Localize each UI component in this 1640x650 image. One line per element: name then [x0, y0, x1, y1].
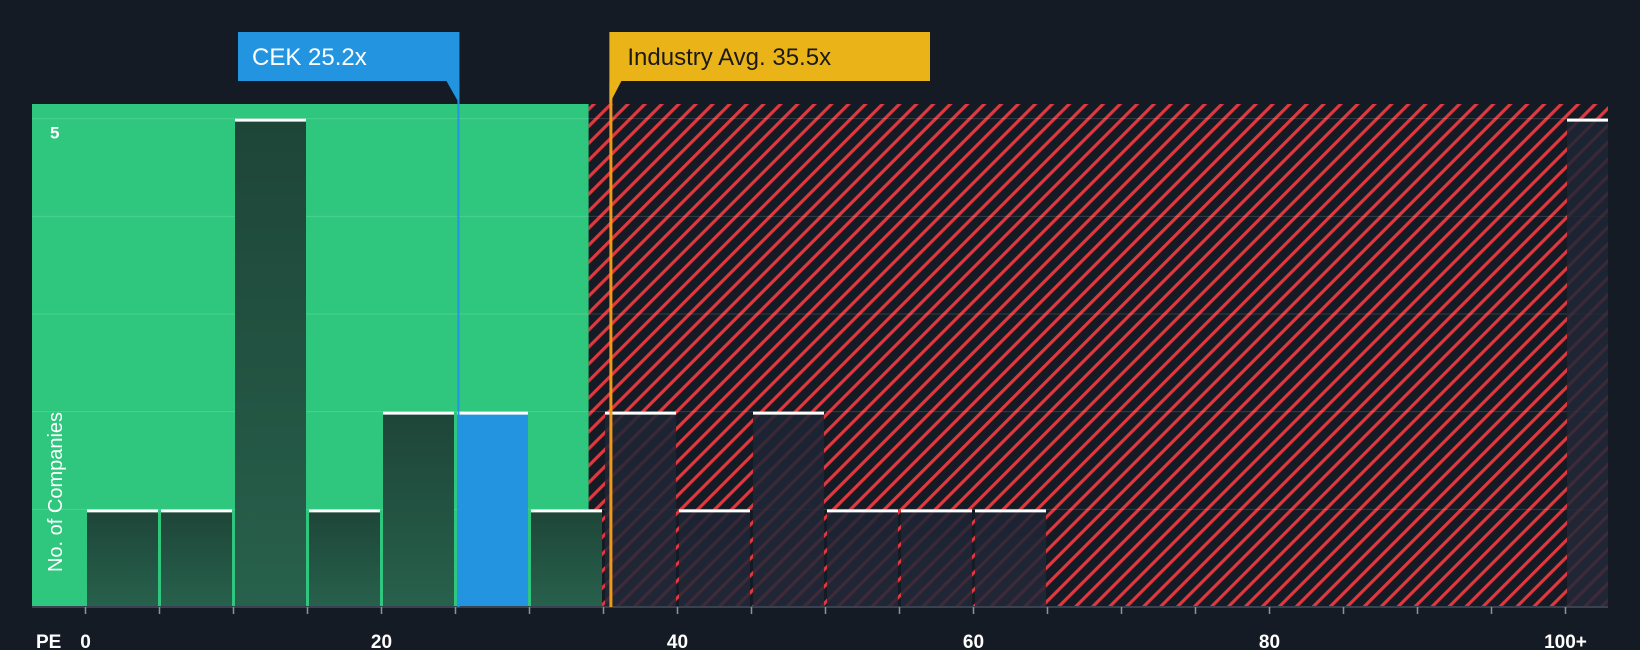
histogram-bar	[161, 509, 232, 607]
y-tick-label-5: 5	[50, 124, 59, 143]
industry-label-box	[609, 32, 930, 104]
company-marker: CEK 25.2x	[238, 32, 460, 607]
histogram-bar	[753, 411, 824, 607]
histogram-bar	[975, 509, 1046, 607]
histogram-bar	[605, 411, 676, 607]
company-label-box	[238, 32, 460, 104]
x-tick-label: 0	[80, 632, 91, 650]
x-tick-label: 80	[1259, 632, 1280, 650]
histogram-bars	[87, 118, 1608, 607]
industry-label: Industry Avg. 35.5x	[627, 44, 831, 71]
histogram-bar	[679, 509, 750, 607]
x-axis-label: PE	[36, 632, 61, 650]
industry-marker: Industry Avg. 35.5x	[609, 32, 930, 607]
x-tick-label: 40	[667, 632, 688, 650]
histogram-bar	[1567, 118, 1608, 607]
histogram-bar	[87, 509, 158, 607]
x-axis-ticks: 0 20 40 60 80 100+	[80, 607, 1587, 650]
histogram-bar	[827, 509, 898, 607]
histogram-bar	[901, 509, 972, 607]
company-label: CEK 25.2x	[252, 44, 367, 71]
y-axis-label: No. of Companies	[45, 412, 67, 572]
histogram-bar	[235, 118, 306, 607]
histogram-bar	[383, 411, 454, 607]
histogram-bar	[309, 509, 380, 607]
highlight-bar	[457, 411, 528, 607]
x-tick-label: 100+	[1544, 632, 1587, 650]
histogram-bar	[531, 509, 602, 607]
x-tick-label: 60	[963, 632, 984, 650]
x-tick-label: 20	[371, 632, 392, 650]
